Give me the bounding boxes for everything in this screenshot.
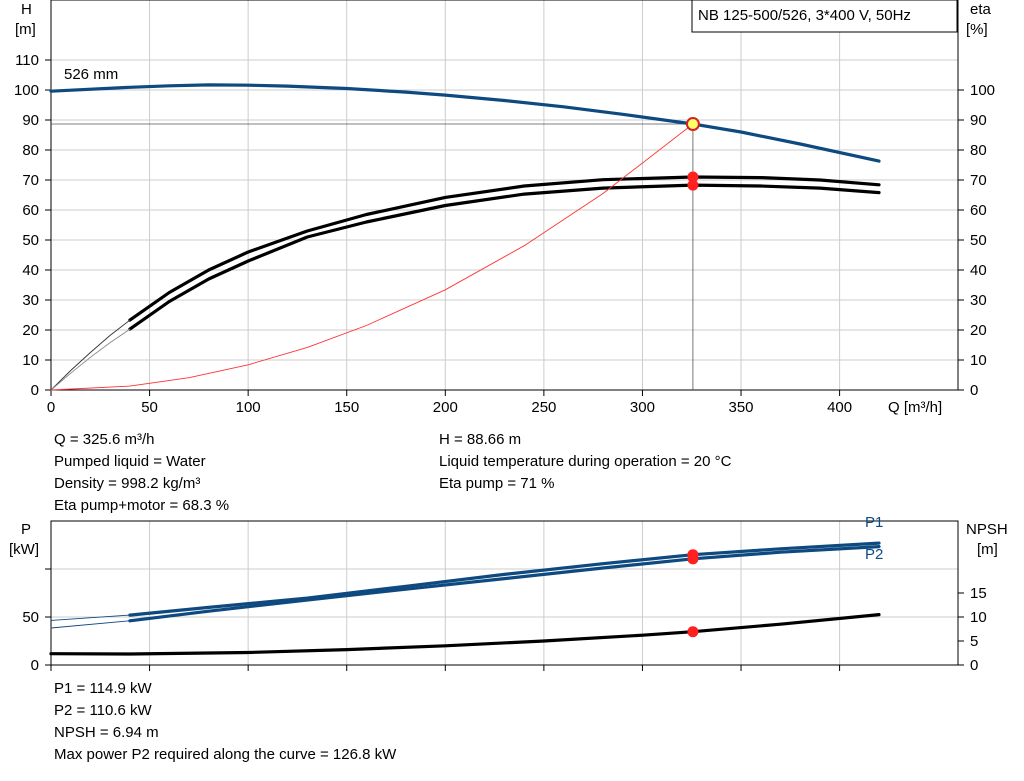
y-right-tick-label: 50 bbox=[970, 232, 987, 249]
x-tick-label: 50 bbox=[141, 399, 158, 416]
info-flow: Q = 325.6 m³/h bbox=[54, 431, 155, 448]
y-left-tick-label: 110 bbox=[15, 52, 39, 69]
eta_pump_extension-curve bbox=[50, 319, 131, 391]
y-right-tick-label: 70 bbox=[970, 172, 987, 189]
y-right-label-eta: eta bbox=[970, 1, 992, 18]
P1_extension-curve bbox=[50, 614, 131, 621]
x-tick-label: 100 bbox=[236, 399, 261, 416]
y-right-tick-label: 20 bbox=[970, 322, 987, 339]
bottom-operating-info: P1 = 114.9 kW P2 = 110.6 kW NPSH = 6.94 … bbox=[54, 678, 396, 766]
top-chart-grid bbox=[51, 0, 958, 390]
top-chart-ticks: 0 50 100 150 200 250 300 350 4000102030405060708… bbox=[14, 52, 995, 416]
bottom-chart-ticks: 0 50 0 5 10 15 bbox=[22, 568, 987, 674]
x-tick-label: 250 bbox=[531, 399, 556, 416]
head-curve bbox=[49, 83, 881, 163]
y-left-unit-h: [m] bbox=[15, 21, 36, 38]
y-left-label-p: P bbox=[21, 521, 31, 538]
info-eta-pump-motor: Eta pump+motor = 68.3 % bbox=[54, 497, 230, 514]
x-tick-label: 400 bbox=[827, 399, 852, 416]
NPSH-curve bbox=[49, 613, 881, 656]
x-tick-label: 200 bbox=[433, 399, 458, 416]
info-liquid-temperature: Liquid temperature during operation = 20… bbox=[439, 453, 732, 470]
chart-title: NB 125-500/526, 3*400 V, 50Hz bbox=[698, 7, 911, 24]
x-tick-label: 300 bbox=[630, 399, 655, 416]
p2-operating-point bbox=[687, 553, 699, 565]
bottom-y-left-tick-label: 50 bbox=[22, 609, 39, 626]
impeller-diameter-label: 526 mm bbox=[64, 66, 118, 83]
y-left-tick-label: 10 bbox=[22, 352, 39, 369]
eta-pump-operating-point bbox=[687, 171, 699, 183]
y-right-label-npsh: NPSH bbox=[966, 521, 1008, 538]
y-right-tick-label: 0 bbox=[970, 382, 978, 399]
x-tick-label: 150 bbox=[334, 399, 359, 416]
y-left-label-h: H bbox=[21, 1, 32, 18]
p1-curve-label: P1 bbox=[865, 514, 883, 531]
y-right-tick-label: 90 bbox=[970, 112, 987, 129]
y-right-tick-label: 30 bbox=[970, 292, 987, 309]
p2-curve-label: P2 bbox=[865, 546, 883, 563]
y-left-tick-label: 80 bbox=[22, 142, 39, 159]
P1-curve bbox=[128, 541, 881, 617]
y-right-tick-label: 80 bbox=[970, 142, 987, 159]
duty-point-marker bbox=[685, 117, 700, 132]
bottom-y-right-tick-label: 5 bbox=[970, 633, 978, 650]
y-right-tick-label: 10 bbox=[970, 352, 987, 369]
y-left-tick-label: 90 bbox=[22, 112, 39, 129]
info-p1: P1 = 114.9 kW bbox=[54, 680, 152, 697]
x-tick-label: 0 bbox=[47, 399, 55, 416]
info-p2: P2 = 110.6 kW bbox=[54, 702, 152, 719]
y-left-unit-kw: [kW] bbox=[9, 541, 39, 558]
y-right-tick-label: 60 bbox=[970, 202, 987, 219]
y-left-tick-label: 70 bbox=[22, 172, 39, 189]
y-left-tick-label: 30 bbox=[22, 292, 39, 309]
info-density: Density = 998.2 kg/m³ bbox=[54, 475, 201, 492]
eta_pump_motor-curve bbox=[128, 183, 881, 331]
y-left-tick-label: 20 bbox=[22, 322, 39, 339]
bottom-chart-grid bbox=[51, 521, 958, 665]
info-max-power: Max power P2 required along the curve = … bbox=[54, 746, 397, 763]
eta-pump-motor-operating-point bbox=[687, 179, 699, 191]
head_extension-curve bbox=[50, 86, 131, 92]
bottom-chart-curves bbox=[49, 541, 881, 656]
y-left-tick-label: 40 bbox=[22, 262, 39, 279]
bottom-y-right-tick-label: 10 bbox=[970, 609, 987, 626]
eta_pump_motor_extension-curve bbox=[50, 328, 131, 391]
info-eta-pump: Eta pump = 71 % bbox=[439, 475, 555, 492]
x-tick-label: 350 bbox=[729, 399, 754, 416]
chart-title-box bbox=[691, 0, 958, 33]
P2_extension-curve bbox=[50, 620, 131, 629]
top-chart-frame bbox=[50, 0, 959, 391]
y-left-tick-label: 60 bbox=[22, 202, 39, 219]
bottom-y-right-tick-label: 0 bbox=[970, 657, 978, 674]
y-right-tick-label: 40 bbox=[970, 262, 987, 279]
y-right-unit-eta: [%] bbox=[966, 21, 988, 38]
y-left-tick-label: 100 bbox=[14, 82, 39, 99]
top-chart-curves bbox=[49, 83, 881, 391]
bottom-y-left-tick-label: 0 bbox=[31, 657, 39, 674]
bottom-y-right-tick-label: 15 bbox=[970, 585, 987, 602]
info-pumped-liquid: Pumped liquid = Water bbox=[54, 453, 206, 470]
top-operating-info-left: Q = 325.6 m³/h Pumped liquid = Water Den… bbox=[54, 429, 229, 517]
P2-curve bbox=[128, 545, 881, 623]
info-head: H = 88.66 m bbox=[439, 431, 522, 448]
y-left-tick-label: 0 bbox=[31, 382, 39, 399]
npsh-operating-point bbox=[687, 626, 699, 638]
x-axis-label: Q [m³/h] bbox=[888, 399, 942, 416]
info-npsh: NPSH = 6.94 m bbox=[54, 724, 159, 741]
y-right-unit-m: [m] bbox=[977, 541, 998, 558]
y-left-tick-label: 50 bbox=[22, 232, 39, 249]
top-operating-info-right: H = 88.66 m Liquid temperature during op… bbox=[439, 429, 731, 495]
system_curve-curve bbox=[50, 123, 694, 391]
y-right-tick-label: 100 bbox=[970, 82, 995, 99]
eta_pump-curve bbox=[128, 175, 881, 322]
